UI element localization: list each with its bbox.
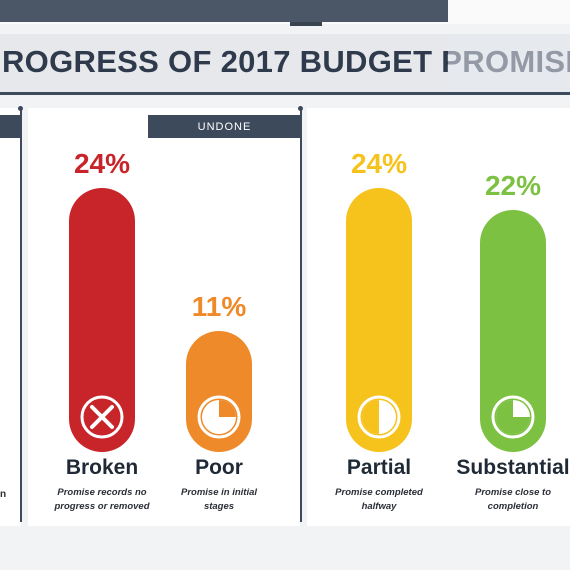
- divider-left-dot: [18, 106, 23, 111]
- left-group-label-stub: [0, 115, 20, 138]
- group-label-undone: UNDONE: [148, 115, 301, 138]
- top-dark-strip: [0, 0, 448, 22]
- left-panel: [0, 108, 21, 526]
- category-name-broken: Broken: [65, 456, 139, 479]
- category-name-poor: Poor: [195, 456, 243, 479]
- description-line: halfway: [361, 501, 397, 512]
- description-line: completion: [487, 501, 539, 512]
- category-name-substantial: Substantial: [456, 456, 570, 479]
- top-band: [0, 0, 570, 26]
- value-label-poor: 11%: [191, 291, 247, 322]
- title-bar: ROGRESS OF 2017 BUDGET PROMISE: [0, 34, 570, 95]
- divider-left: [20, 110, 22, 522]
- category-description-partial: Promise completed halfway: [319, 486, 439, 514]
- bar-broken: [69, 188, 135, 452]
- category-description-substantial: Promise close to completion: [453, 486, 570, 514]
- description-line: Promise completed: [335, 487, 423, 498]
- category-description-poor: Promise in initial stages: [159, 486, 279, 514]
- quarter-pie-icon: [196, 394, 242, 440]
- description-line: Promise close to: [474, 487, 552, 498]
- half-pie-icon: [356, 394, 402, 440]
- description-line: Promise in initial: [180, 487, 258, 498]
- three-quarter-pie-icon: [490, 394, 536, 440]
- left-edge-text: n: [0, 489, 7, 500]
- value-label-broken: 24%: [73, 148, 131, 179]
- description-line: progress or removed: [54, 501, 150, 512]
- watermark-overlay: [448, 34, 570, 92]
- divider-middle-dot: [298, 106, 303, 111]
- category-description-broken: Promise records no progress or removed: [42, 486, 162, 514]
- cross-icon: [79, 394, 125, 440]
- value-label-partial: 24%: [350, 148, 408, 179]
- divider-middle: [300, 110, 302, 522]
- description-line: Promise records no: [57, 487, 147, 498]
- top-tab-marker: [290, 22, 322, 26]
- value-label-substantial: 22%: [484, 170, 542, 201]
- category-name-partial: Partial: [346, 456, 412, 479]
- description-line: stages: [203, 501, 235, 512]
